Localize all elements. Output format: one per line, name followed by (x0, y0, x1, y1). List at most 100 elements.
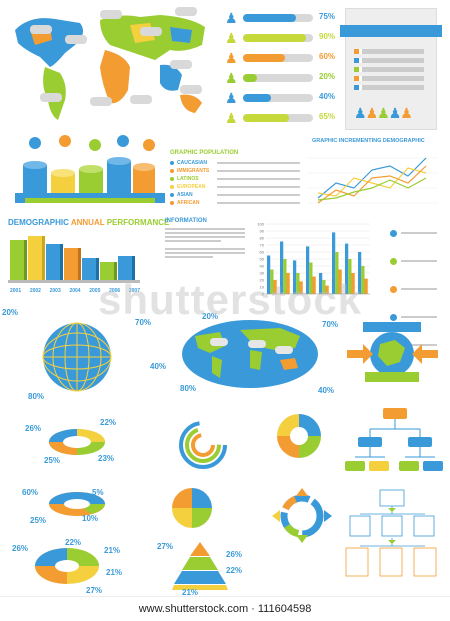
bar (319, 273, 323, 294)
progress-bar (243, 54, 313, 62)
population-item: LATINOS (170, 176, 300, 182)
information-lines (165, 228, 245, 258)
bar (351, 273, 355, 294)
y-tick-label: 30 (260, 271, 265, 276)
progress-label: 75% (319, 12, 336, 21)
year-label: 2003 (49, 288, 61, 294)
coin-stack-4 (107, 157, 131, 195)
people-progress-row: ♟ 75% (225, 10, 337, 26)
simple-pie (172, 488, 212, 528)
population-item-label: ASIAN (177, 192, 193, 198)
line-series-yellow (317, 167, 427, 197)
population-item-label: AFRICAN (177, 200, 200, 206)
card-bullets (354, 45, 424, 94)
y-tick-label: 60 (260, 250, 265, 255)
person-icon: ♟ (225, 110, 238, 126)
pie-c-label-r1: 21% (104, 546, 121, 555)
progress-bar (243, 94, 313, 102)
wire-globe (42, 322, 112, 392)
people-progress-row: ♟ 90% (225, 30, 337, 46)
progress-fill (243, 114, 289, 122)
pie-c-label-b: 27% (86, 586, 103, 595)
bar (270, 269, 274, 294)
pyramid-label-b: 21% (182, 588, 199, 597)
year-label: 2005 (89, 288, 101, 294)
population-item: AFRICAN (170, 200, 300, 206)
y-tick-label: 40 (260, 264, 265, 269)
population-item-label: EUROPEAN (177, 184, 206, 190)
progress-label: 20% (319, 72, 336, 81)
progress-bar (243, 34, 313, 42)
bar (283, 259, 287, 294)
legend-orange-dot (390, 286, 397, 293)
legend-blue2-dot (390, 314, 397, 321)
bar (273, 280, 277, 294)
bar3d-title-c: PERFORMANCE (106, 218, 170, 227)
y-tick-label: 10 (260, 285, 265, 290)
progress-label: 40% (319, 92, 336, 101)
legend-green-dot (390, 258, 397, 265)
bar (332, 232, 336, 294)
globe-label-bl: 80% (28, 392, 45, 401)
bar (299, 281, 303, 294)
pie-a-label-l2: 25% (44, 456, 61, 465)
oval-world-map (182, 320, 318, 388)
bar (325, 285, 329, 294)
bar (361, 266, 365, 294)
bullet-icon (170, 185, 174, 189)
legend-blue-dot (390, 230, 397, 237)
bar (309, 262, 313, 294)
progress-label: 90% (319, 32, 336, 41)
bullet-icon (170, 169, 174, 173)
pie-b-label-r2: 10% (82, 514, 99, 523)
bar (338, 269, 342, 294)
bar (348, 259, 352, 294)
y-tick-label: 100 (257, 222, 264, 227)
pie-c-label-l1: 26% (12, 544, 29, 553)
population-title: GRAPHIC POPULATION (170, 150, 239, 156)
bullet-icon (170, 177, 174, 181)
pie-b-label-r1: 5% (92, 488, 104, 497)
progress-fill (243, 54, 285, 62)
globe-label-tr: 70% (135, 318, 152, 327)
population-item-label: CAUCASIAN (177, 160, 207, 166)
person-icon: ♟ (225, 90, 238, 106)
donut-3d-c (35, 548, 99, 584)
year-label: 2007 (128, 288, 140, 294)
person-icon: ♟ (225, 50, 238, 66)
map2-label-tr: 70% (322, 320, 339, 329)
bullet-icon (170, 201, 174, 205)
donut-3d-a (49, 429, 105, 455)
bar (358, 252, 362, 294)
bar (293, 260, 297, 294)
line-chart (308, 157, 438, 204)
globe-label-r: 40% (150, 362, 167, 371)
y-tick-label: 90 (260, 229, 265, 234)
pyramid-chart (172, 542, 228, 590)
progress-label: 60% (319, 52, 336, 61)
bar3d-title: DEMOGRAPHIC ANNUAL PERFORMANCE (8, 218, 169, 227)
map2-label-br: 40% (318, 386, 335, 395)
bar3d-title-a: DEMOGRAPHIC (8, 218, 69, 227)
bar (364, 278, 368, 294)
watermark-url: www.shutterstock.com · 111604598 (0, 596, 450, 621)
y-tick-label: 80 (260, 236, 265, 241)
pie-b-label-l1: 60% (22, 488, 39, 497)
progress-fill (243, 74, 257, 82)
year-label: 2002 (29, 288, 41, 294)
bar (280, 241, 284, 294)
bar3d-years: 2001 2002 2003 2004 2005 2006 2007 (10, 288, 140, 294)
information-title: INFORMATION (165, 218, 207, 224)
info-card: ♟♟♟♟♟ (340, 8, 442, 130)
line-series-blue (317, 157, 427, 199)
line-series-orange (317, 165, 427, 204)
population-item: IMMIGRANTS (170, 168, 300, 174)
pie-a-label-r2: 23% (98, 454, 115, 463)
population-item-label: IMMIGRANTS (177, 168, 210, 174)
progress-fill (243, 34, 306, 42)
year-label: 2006 (109, 288, 121, 294)
person-icon: ♟ (225, 30, 238, 46)
coin-stack-1 (23, 161, 47, 195)
y-tick-label: 20 (260, 278, 265, 283)
line-series-green (317, 177, 427, 201)
